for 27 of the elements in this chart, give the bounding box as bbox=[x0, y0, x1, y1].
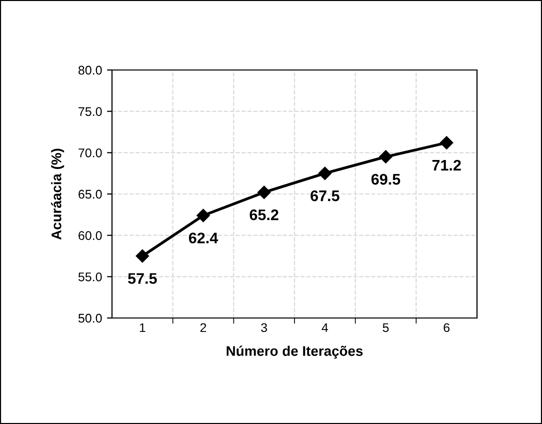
x-tick-label: 2 bbox=[200, 323, 206, 332]
data-label: 69.5 bbox=[371, 174, 400, 185]
data-label: 62.4 bbox=[188, 232, 218, 244]
point bbox=[440, 136, 454, 150]
data-label: 57.5 bbox=[128, 273, 157, 284]
y-tick-label: 75.0 bbox=[78, 107, 102, 116]
y-tick-label: 70.0 bbox=[78, 148, 102, 158]
y-tick-label: 55.0 bbox=[78, 272, 102, 282]
data-label: 67.5 bbox=[310, 190, 340, 202]
y-axis-title: Acuráacia (%) bbox=[50, 148, 64, 240]
point bbox=[136, 249, 150, 263]
y-tick-label: 80.0 bbox=[78, 66, 102, 75]
x-tick-label: 4 bbox=[322, 323, 328, 332]
y-tick-label: 60.0 bbox=[78, 231, 102, 240]
x-tick-label: 1 bbox=[140, 323, 146, 332]
x-tick-label: 5 bbox=[382, 323, 389, 332]
y-tick-label: 65.0 bbox=[78, 190, 102, 199]
point bbox=[379, 150, 392, 164]
data-label: 71.2 bbox=[432, 160, 461, 170]
x-axis-title: Número de Iterações bbox=[226, 346, 363, 359]
x-tick-label: 3 bbox=[261, 323, 268, 332]
point bbox=[196, 208, 210, 222]
data-label: 65.2 bbox=[250, 209, 278, 220]
point bbox=[257, 186, 271, 199]
point bbox=[318, 166, 332, 180]
x-tick-label: 6 bbox=[444, 323, 450, 332]
y-tick-label: 50.0 bbox=[78, 314, 102, 323]
